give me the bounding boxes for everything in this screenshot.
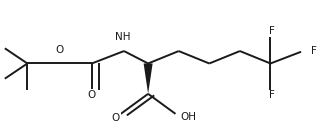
Text: O: O <box>88 90 96 99</box>
Text: O: O <box>55 45 64 55</box>
Text: NH: NH <box>115 32 130 42</box>
Text: F: F <box>269 26 275 36</box>
Text: F: F <box>311 46 317 56</box>
Polygon shape <box>144 63 153 94</box>
Text: F: F <box>269 90 275 100</box>
Text: O: O <box>112 113 120 123</box>
Text: OH: OH <box>180 112 196 122</box>
